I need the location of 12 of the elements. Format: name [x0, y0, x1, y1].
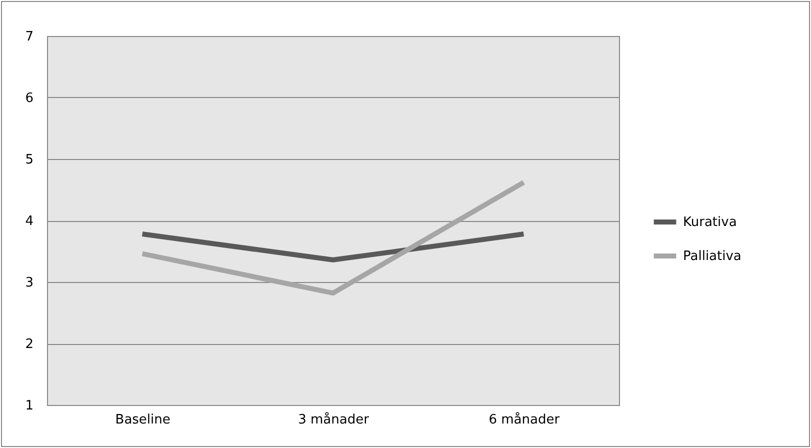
x-tick-label: 6 månader	[488, 412, 560, 428]
x-tick-label: 3 månader	[298, 412, 370, 428]
x-tick-label: Baseline	[115, 412, 170, 428]
y-tick-label: 7	[25, 30, 34, 44]
y-tick-label: 4	[25, 214, 34, 229]
y-tick-label: 2	[25, 337, 34, 352]
legend-label: Kurativa	[683, 215, 737, 230]
y-tick-label: 3	[25, 276, 34, 290]
y-tick-label: 5	[25, 152, 34, 168]
legend-label: Palliativa	[683, 249, 742, 264]
y-tick-label: 6	[25, 91, 34, 106]
y-tick-label: 1	[25, 398, 34, 414]
